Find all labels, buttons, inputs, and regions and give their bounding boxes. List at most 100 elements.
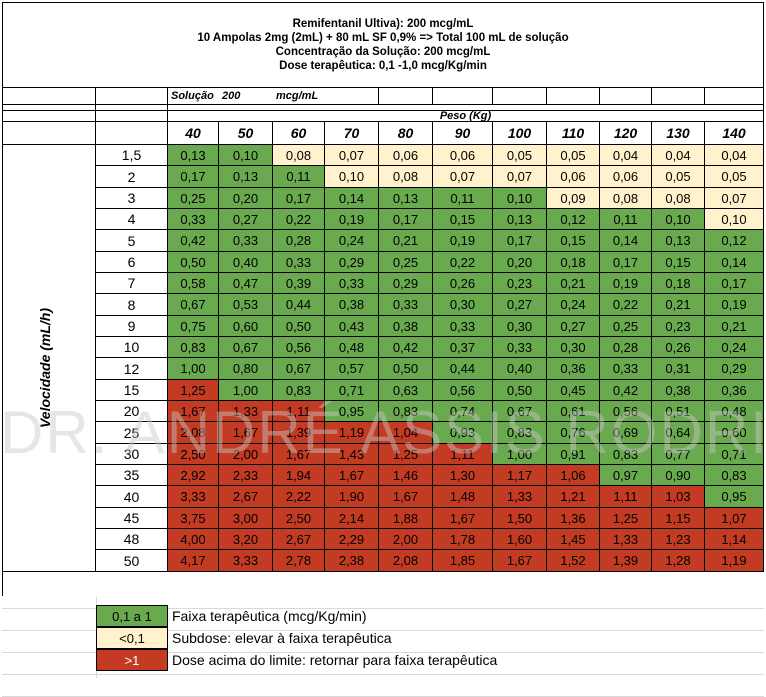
dose-cell: 1,67 bbox=[168, 401, 219, 422]
dose-cell: 0,51 bbox=[652, 401, 705, 422]
dose-cell: 3,20 bbox=[219, 529, 273, 550]
dose-cell: 1,39 bbox=[600, 550, 652, 572]
dose-cell: 2,00 bbox=[379, 529, 433, 550]
empty-corner-b bbox=[96, 88, 168, 105]
dose-cell: 1,67 bbox=[433, 508, 493, 529]
solution-label: Solução bbox=[168, 88, 219, 105]
dose-cell: 0,12 bbox=[705, 230, 764, 252]
dose-cell: 0,76 bbox=[547, 422, 600, 444]
dose-cell: 0,06 bbox=[600, 166, 652, 188]
legend-swatch: <0,1 bbox=[96, 627, 168, 649]
dose-cell: 0,56 bbox=[273, 337, 325, 358]
velocity-cell: 2 bbox=[96, 166, 168, 188]
dose-cell: 1,19 bbox=[705, 550, 764, 572]
dose-cell: 0,95 bbox=[705, 486, 764, 508]
legend-text: Faixa terapêutica (mcg/Kg/min) bbox=[172, 608, 367, 624]
dose-cell: 0,11 bbox=[433, 188, 493, 209]
dose-cell: 0,20 bbox=[493, 252, 547, 273]
dose-cell: 0,27 bbox=[547, 316, 600, 337]
header-line-dilution: 10 Ampolas 2mg (2mL) + 80 mL SF 0,9% => … bbox=[197, 32, 569, 44]
dose-cell: 0,21 bbox=[705, 316, 764, 337]
table-header-block: Remifentanil Ultiva): 200 mcg/mL 10 Ampo… bbox=[2, 2, 764, 88]
dose-cell: 0,26 bbox=[433, 273, 493, 294]
legend-swatch: 0,1 a 1 bbox=[96, 605, 168, 627]
solution-row-empty-cell bbox=[325, 88, 379, 105]
dose-cell: 0,38 bbox=[325, 294, 379, 316]
dose-cell: 0,11 bbox=[600, 209, 652, 230]
dose-cell: 1,36 bbox=[547, 508, 600, 529]
dose-cell: 0,18 bbox=[547, 252, 600, 273]
dose-cell: 3,33 bbox=[168, 486, 219, 508]
dose-cell: 0,67 bbox=[168, 294, 219, 316]
dose-cell: 1,19 bbox=[325, 422, 379, 444]
dose-cell: 1,11 bbox=[433, 444, 493, 465]
dose-cell: 1,46 bbox=[379, 465, 433, 486]
dose-cell: 1,67 bbox=[379, 486, 433, 508]
dose-cell: 0,50 bbox=[493, 380, 547, 401]
dose-cell: 0,71 bbox=[705, 444, 764, 465]
dose-cell: 2,92 bbox=[168, 465, 219, 486]
grid-left-border bbox=[2, 88, 3, 596]
solution-row-empty-cell bbox=[379, 88, 433, 105]
dose-cell: 1,17 bbox=[493, 465, 547, 486]
velocity-cell: 50 bbox=[96, 550, 168, 572]
dose-cell: 1,04 bbox=[379, 422, 433, 444]
spacer-row bbox=[168, 105, 764, 111]
dose-cell: 0,06 bbox=[433, 145, 493, 166]
velocity-cell: 20 bbox=[96, 401, 168, 422]
velocity-cell: 3 bbox=[96, 188, 168, 209]
dose-cell: 1,07 bbox=[705, 508, 764, 529]
dose-cell: 0,40 bbox=[219, 252, 273, 273]
dose-cell: 0,38 bbox=[379, 316, 433, 337]
dose-cell: 1,39 bbox=[273, 422, 325, 444]
dose-cell: 0,13 bbox=[219, 166, 273, 188]
solution-row-empty-cell bbox=[493, 88, 547, 105]
dose-cell: 0,17 bbox=[168, 166, 219, 188]
legend-swatch: >1 bbox=[96, 649, 168, 671]
weight-column-header: 100 bbox=[493, 122, 547, 145]
dose-cell: 1,06 bbox=[547, 465, 600, 486]
velocity-cell: 5 bbox=[96, 230, 168, 252]
velocity-cell: 15 bbox=[96, 380, 168, 401]
solution-row-empty-cell bbox=[652, 88, 705, 105]
dose-cell: 0,30 bbox=[433, 294, 493, 316]
dose-cell: 0,05 bbox=[652, 166, 705, 188]
dose-cell: 0,37 bbox=[433, 337, 493, 358]
dose-cell: 0,18 bbox=[652, 273, 705, 294]
solution-value: 200 bbox=[219, 88, 273, 105]
dose-cell: 0,75 bbox=[168, 316, 219, 337]
dose-cell: 1,21 bbox=[547, 486, 600, 508]
dose-cell: 0,60 bbox=[705, 422, 764, 444]
dose-cell: 0,83 bbox=[379, 401, 433, 422]
dose-cell: 4,00 bbox=[168, 529, 219, 550]
dose-cell: 1,15 bbox=[652, 508, 705, 529]
velocity-cell: 48 bbox=[96, 529, 168, 550]
dose-cell: 0,22 bbox=[600, 294, 652, 316]
dose-cell: 0,19 bbox=[705, 294, 764, 316]
dose-cell: 1,43 bbox=[325, 444, 379, 465]
dose-cell: 1,03 bbox=[652, 486, 705, 508]
weight-header-corner bbox=[96, 111, 168, 122]
dose-cell: 2,08 bbox=[168, 422, 219, 444]
dose-cell: 1,33 bbox=[493, 486, 547, 508]
dose-cell: 0,28 bbox=[273, 230, 325, 252]
dose-cell: 0,50 bbox=[379, 358, 433, 380]
dose-cell: 0,15 bbox=[547, 230, 600, 252]
dose-cell: 1,23 bbox=[652, 529, 705, 550]
dose-cell: 2,14 bbox=[325, 508, 379, 529]
dose-cell: 2,00 bbox=[219, 444, 273, 465]
empty-sheet-row bbox=[2, 652, 764, 653]
dose-cell: 0,14 bbox=[600, 230, 652, 252]
dose-cell: 2,67 bbox=[219, 486, 273, 508]
dose-cell: 0,06 bbox=[547, 166, 600, 188]
dose-cell: 1,48 bbox=[433, 486, 493, 508]
dose-cell: 2,78 bbox=[273, 550, 325, 572]
velocity-cell: 25 bbox=[96, 422, 168, 444]
dose-cell: 1,00 bbox=[493, 444, 547, 465]
dose-cell: 0,67 bbox=[273, 358, 325, 380]
dose-cell: 0,56 bbox=[433, 380, 493, 401]
dose-cell: 0,42 bbox=[168, 230, 219, 252]
spacer-row bbox=[96, 105, 168, 111]
dose-cell: 0,19 bbox=[600, 273, 652, 294]
dose-cell: 0,13 bbox=[493, 209, 547, 230]
